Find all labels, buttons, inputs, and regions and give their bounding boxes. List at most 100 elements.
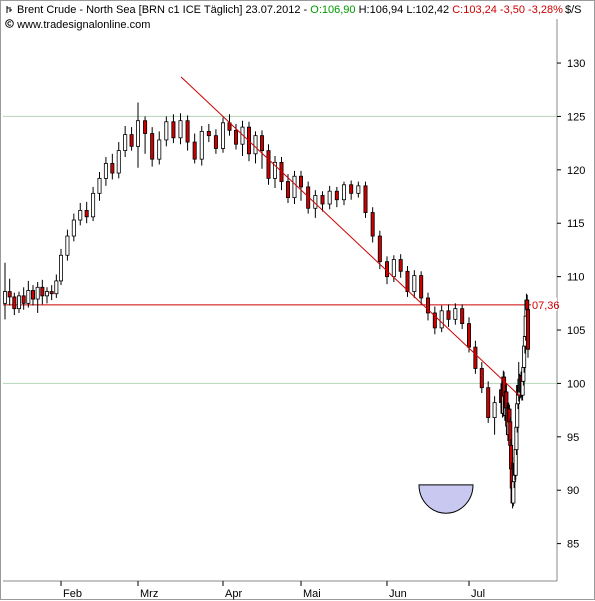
- candle: [220, 117, 225, 153]
- candle-body: [266, 150, 271, 179]
- candle: [178, 113, 183, 145]
- y-tick-label: 95: [567, 432, 579, 444]
- candle: [171, 114, 176, 144]
- candle-body: [84, 210, 89, 218]
- candle: [285, 174, 290, 203]
- candle-body: [384, 261, 389, 278]
- candle-body: [492, 402, 497, 419]
- candle: [91, 186, 96, 222]
- candle-body: [349, 184, 354, 194]
- y-tick-label: 110: [567, 272, 585, 284]
- candle-body: [164, 121, 169, 141]
- candle: [164, 116, 169, 147]
- candle: [334, 186, 339, 208]
- candle-body: [97, 177, 102, 194]
- candle-body: [432, 312, 437, 329]
- candle: [59, 248, 64, 286]
- candle: [35, 281, 40, 313]
- candle-body: [12, 296, 17, 310]
- candle: [259, 130, 264, 169]
- instrument-icon: [5, 5, 14, 14]
- candle: [473, 340, 478, 374]
- candle: [327, 185, 332, 210]
- candle-body: [419, 275, 424, 299]
- candle: [54, 274, 59, 298]
- candle: [110, 153, 115, 180]
- candle-body: [398, 259, 403, 272]
- x-tick-label: Jun: [389, 588, 407, 600]
- candle-body: [425, 297, 430, 314]
- candle: [143, 116, 148, 154]
- candle: [3, 262, 8, 320]
- candle-body: [453, 308, 458, 320]
- candle-body: [30, 290, 35, 300]
- candle: [439, 305, 444, 333]
- candle-body: [466, 323, 471, 348]
- candle-body: [71, 219, 76, 237]
- candle-body: [259, 135, 264, 152]
- candle: [7, 278, 12, 306]
- candle: [78, 202, 83, 226]
- candle: [206, 123, 211, 143]
- candle-body: [16, 295, 21, 310]
- candle: [453, 303, 458, 325]
- candle-body: [65, 235, 70, 256]
- candle-body: [110, 163, 115, 174]
- candle: [479, 362, 484, 394]
- candle-body: [45, 291, 50, 297]
- candle: [377, 230, 382, 270]
- candle: [370, 207, 375, 243]
- candle: [419, 271, 424, 305]
- trend-line: [180, 76, 521, 397]
- candle: [341, 181, 346, 206]
- candle: [21, 287, 26, 310]
- candle-body: [135, 120, 140, 147]
- candle: [526, 308, 531, 358]
- candle-body: [26, 290, 31, 304]
- candle: [84, 201, 89, 224]
- candle-body: [334, 190, 339, 201]
- candle-body: [78, 210, 83, 221]
- y-tick-label: 105: [567, 325, 585, 337]
- candle-body: [213, 135, 218, 149]
- candle: [65, 229, 70, 261]
- candle-body: [206, 130, 211, 137]
- candle-body: [40, 286, 45, 297]
- chart-header: Brent Crude - North Sea [BRN c1 ICE Tägl…: [5, 4, 563, 16]
- candle: [492, 396, 497, 435]
- candle-body: [7, 291, 12, 298]
- candle-body: [341, 184, 346, 201]
- y-tick-label: 100: [567, 378, 585, 390]
- candle: [213, 129, 218, 154]
- candle: [356, 181, 361, 198]
- candle-body: [370, 212, 375, 237]
- candle-body: [298, 175, 303, 188]
- candle: [30, 285, 35, 306]
- header-open: O:106,90: [310, 4, 356, 16]
- source-url: www.tradesignalonline.com: [17, 19, 151, 31]
- candle: [157, 131, 162, 165]
- candle: [185, 115, 190, 151]
- header-high: H:106,94: [358, 4, 404, 16]
- candle-body: [49, 291, 54, 295]
- candle: [486, 381, 491, 423]
- candle-body: [143, 120, 148, 134]
- candle-body: [363, 185, 368, 213]
- y-tick-label: 130: [567, 58, 585, 70]
- candle: [192, 133, 197, 164]
- x-tick-label: Mrz: [140, 588, 158, 600]
- candle: [363, 181, 368, 218]
- candle-body: [171, 121, 176, 139]
- candle: [116, 142, 121, 179]
- candle: [49, 285, 54, 301]
- candle-body: [157, 139, 162, 160]
- candle-body: [233, 129, 238, 145]
- candle: [460, 304, 465, 329]
- header-symbol: Brent Crude - North Sea [BRN c1 ICE Tägl…: [17, 4, 308, 16]
- candle: [135, 102, 140, 168]
- candle: [199, 126, 204, 166]
- header-low: L:102,42: [406, 4, 450, 16]
- candle-body: [192, 141, 197, 160]
- candle: [227, 114, 232, 136]
